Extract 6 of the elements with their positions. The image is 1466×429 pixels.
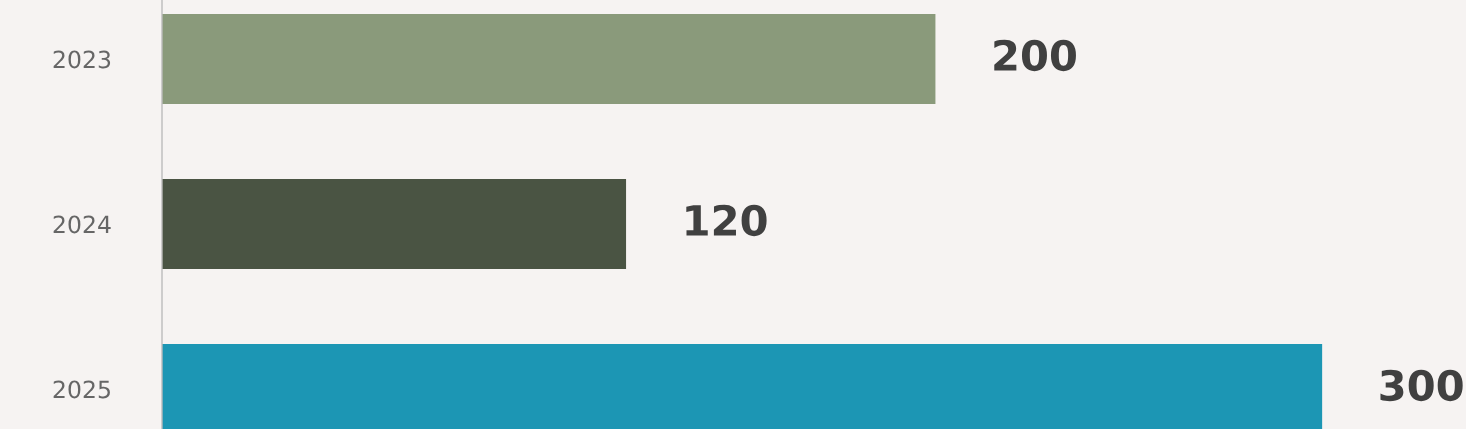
y-tick-label: 2024 [53, 215, 111, 234]
data-label: 200 [994, 39, 1076, 72]
y-tick-label: 2025 [53, 380, 110, 399]
data-label: 120 [686, 204, 767, 237]
y-tick-label: 2023 [53, 50, 111, 69]
data-label: 300 [1380, 369, 1463, 402]
